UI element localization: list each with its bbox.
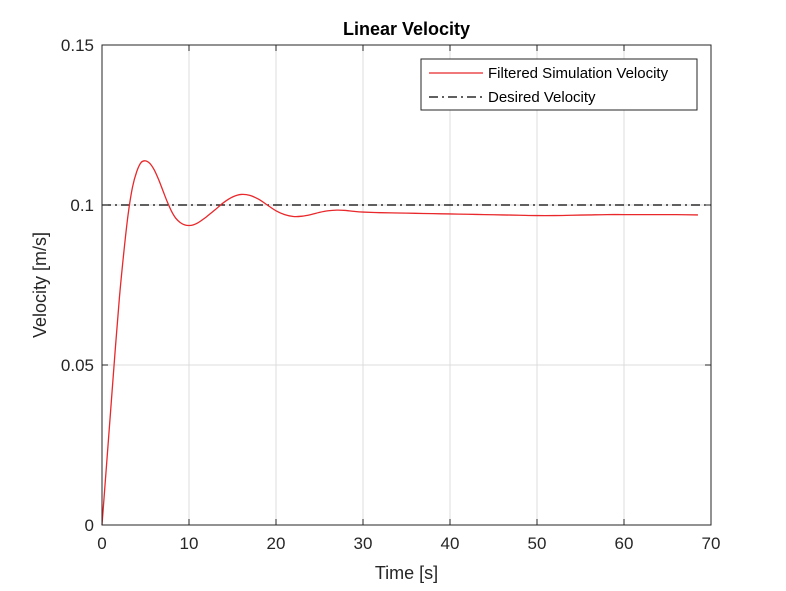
chart-title: Linear Velocity	[343, 19, 470, 39]
x-tick-label: 50	[528, 534, 547, 553]
x-axis-label: Time [s]	[375, 563, 438, 583]
x-tick-label: 40	[441, 534, 460, 553]
y-axis-label: Velocity [m/s]	[30, 232, 50, 338]
x-tick-label: 10	[180, 534, 199, 553]
series-layer	[101, 160, 711, 526]
x-tick-label: 20	[267, 534, 286, 553]
legend-box	[420, 58, 698, 111]
y-tick-label: 0.1	[70, 196, 94, 215]
x-tick-label: 30	[354, 534, 373, 553]
x-tick-label: 0	[97, 534, 106, 553]
legend: Filtered Simulation Velocity Desired Vel…	[420, 58, 698, 111]
legend-label-filtered-velocity: Filtered Simulation Velocity	[488, 65, 669, 82]
axes-box	[101, 44, 712, 526]
x-tick-label: 70	[702, 534, 721, 553]
y-tick-label: 0.15	[61, 36, 94, 55]
y-tick-label: 0.05	[61, 356, 94, 375]
x-tick-label: 60	[615, 534, 634, 553]
plot-area	[102, 45, 711, 525]
legend-label-desired-velocity: Desired Velocity	[488, 89, 596, 106]
axis-ticks	[101, 44, 712, 526]
y-tick-label: 0	[85, 516, 94, 535]
tick-labels: 0 10 20 30 40 50 60 70 0 0.05 0.1 0.15	[61, 36, 721, 553]
series-line-filtered-velocity	[101, 160, 698, 526]
